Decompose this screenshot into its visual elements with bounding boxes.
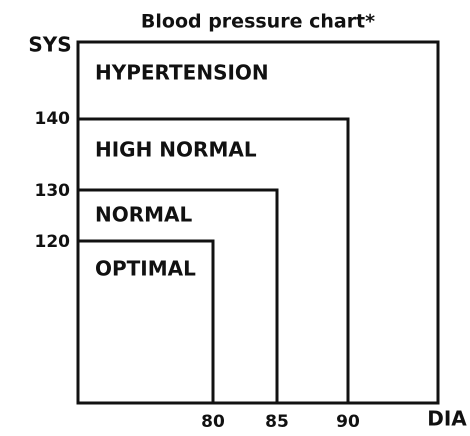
y-tick-label: 130 xyxy=(35,181,71,201)
x-axis-label: DIA xyxy=(427,407,467,431)
x-tick-label: 90 xyxy=(336,412,360,432)
zone-label: HYPERTENSION xyxy=(95,61,269,85)
y-tick-label: 140 xyxy=(35,109,71,129)
title: Blood pressure chart* xyxy=(141,11,375,33)
zone-label: HIGH NORMAL xyxy=(95,138,257,162)
x-tick-label: 80 xyxy=(201,412,225,432)
zone-label: NORMAL xyxy=(95,203,193,227)
x-tick-label: 85 xyxy=(265,412,289,432)
y-axis-label: SYS xyxy=(28,33,71,57)
y-tick-label: 120 xyxy=(35,232,71,252)
zone-label: OPTIMAL xyxy=(95,257,196,281)
optimal-box xyxy=(76,239,215,405)
